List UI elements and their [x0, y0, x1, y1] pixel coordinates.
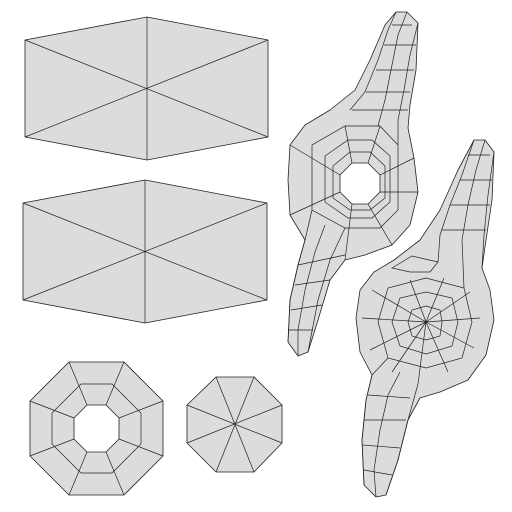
upper-wing-island	[287, 11, 419, 357]
lower-hexagon-island	[22, 179, 268, 324]
upper-hexagon-island	[24, 16, 269, 161]
octagon-fan-island	[186, 376, 283, 473]
lower-wing-island	[355, 139, 495, 498]
octagon-ring-island	[29, 361, 164, 496]
